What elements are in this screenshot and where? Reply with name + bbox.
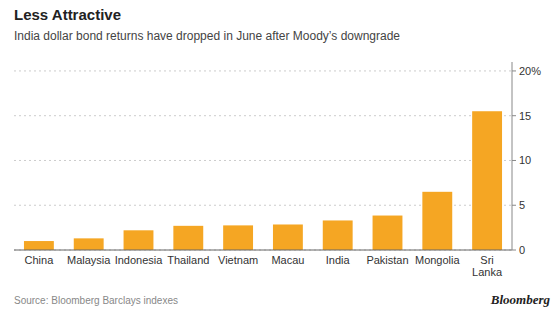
bar [422, 192, 452, 250]
x-tick-label: SriLanka [472, 254, 503, 278]
bar [323, 220, 353, 250]
y-tick [512, 70, 516, 71]
bar [223, 225, 253, 250]
bar [124, 230, 154, 250]
source: Source: Bloomberg Barclays indexes [14, 295, 178, 306]
bar [74, 238, 104, 250]
x-tick-label: Mongolia [415, 254, 461, 266]
grid [14, 71, 512, 250]
y-tick-label: 15 [519, 110, 531, 122]
bar [373, 216, 403, 250]
y-tick [512, 160, 516, 161]
x-axis [14, 250, 512, 251]
y-tick-label: 0 [519, 244, 525, 256]
credit: Bloomberg [490, 292, 551, 307]
grid-line [14, 115, 512, 116]
x-tick-label: Thailand [167, 254, 209, 266]
bar [273, 224, 303, 250]
bar [173, 226, 203, 250]
bars [24, 111, 502, 250]
x-tick-label: Vietnam [218, 254, 258, 266]
y-axis [512, 62, 513, 250]
y-tick-label: 20% [519, 65, 541, 77]
y-tick-label: 5 [519, 199, 525, 211]
y-tick [512, 115, 516, 116]
x-tick-label: India [326, 254, 351, 266]
y-tick [512, 250, 516, 251]
x-tick-label: Macau [271, 254, 304, 266]
x-tick-label: Malaysia [67, 254, 111, 266]
y-tick [512, 205, 516, 206]
grid-line [14, 250, 512, 251]
grid-line [14, 70, 512, 71]
title: Less Attractive [14, 6, 121, 23]
grid-line [14, 160, 512, 161]
subtitle: India dollar bond returns have dropped i… [14, 29, 400, 43]
bar [472, 111, 502, 250]
bar [24, 241, 54, 250]
x-tick-label: Pakistan [366, 254, 408, 266]
y-tick-label: 10 [519, 154, 531, 166]
x-tick-label: Indonesia [115, 254, 164, 266]
chart: Less Attractive India dollar bond returns… [0, 0, 560, 312]
x-tick-label: China [25, 254, 55, 266]
